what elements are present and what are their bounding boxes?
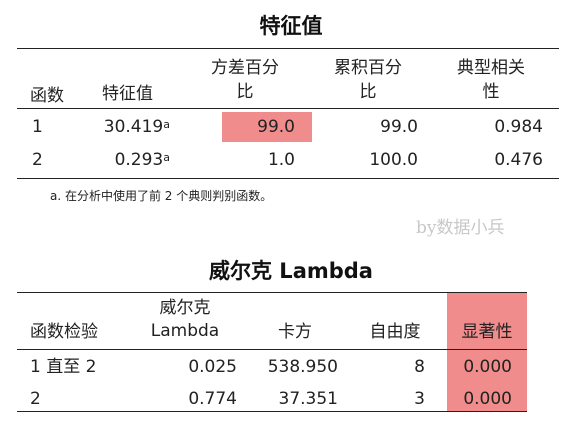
- header-lambda-line1: 威尔克: [159, 298, 211, 318]
- header-variance-line1: 方差百分: [211, 58, 279, 78]
- t2-row1-df: 8: [414, 357, 425, 377]
- header-chisq: 卡方: [278, 322, 312, 342]
- eigenvalues-table-title: 特征值: [259, 14, 323, 38]
- header-lambda-line2: Lambda: [150, 321, 220, 341]
- significance-highlight-column: [447, 293, 527, 411]
- t2-row2-sig: 0.000: [463, 389, 512, 409]
- t2-row2-chisq: 37.351: [278, 389, 338, 409]
- row1-variance: 99.0: [257, 117, 295, 137]
- header-cumulative-line2: 比: [359, 82, 377, 102]
- table2-top-rule: [17, 292, 527, 293]
- t2-row1-sig: 0.000: [463, 357, 512, 377]
- row2-variance: 1.0: [267, 150, 295, 170]
- table-bottom-rule: [17, 178, 559, 179]
- t2-row2-test: 2: [30, 389, 41, 409]
- footnote: a. 在分析中使用了前 2 个典则判别函数。: [50, 189, 273, 203]
- row2-cumulative: 100.0: [369, 150, 418, 170]
- row2-function: 2: [32, 150, 43, 170]
- header-canonical-line1: 典型相关: [457, 58, 525, 78]
- t2-row2-df: 3: [414, 389, 425, 409]
- row1-function: 1: [32, 117, 43, 137]
- header-function: 函数: [30, 86, 64, 106]
- row2-eigenvalue: 0.293a: [114, 150, 170, 170]
- row1-eigenvalue: 30.419a: [103, 117, 170, 137]
- header-test: 函数检验: [30, 322, 98, 342]
- watermark: by数据小兵: [416, 218, 505, 238]
- table2-header-rule: [17, 349, 527, 350]
- header-variance-line2: 比: [236, 82, 254, 102]
- t2-row1-test: 1 直至 2: [30, 357, 97, 377]
- row1-canonical: 0.984: [494, 117, 543, 137]
- header-cumulative-line1: 累积百分: [334, 58, 402, 78]
- t2-row1-chisq: 538.950: [267, 357, 338, 377]
- t2-row2-lambda: 0.774: [188, 389, 237, 409]
- row2-canonical: 0.476: [494, 150, 543, 170]
- row1-cumulative: 99.0: [380, 117, 418, 137]
- highlight-cell: [222, 112, 312, 142]
- table-top-rule: [17, 48, 559, 49]
- header-rule: [17, 108, 559, 109]
- header-df: 自由度: [369, 322, 421, 342]
- header-canonical-line2: 性: [482, 82, 500, 102]
- t2-row1-lambda: 0.025: [188, 357, 237, 377]
- wilks-lambda-table-title: 威尔克 Lambda: [209, 259, 373, 283]
- table2-bottom-rule: [17, 411, 527, 412]
- header-eigenvalue: 特征值: [102, 84, 153, 104]
- header-sig: 显著性: [461, 322, 513, 342]
